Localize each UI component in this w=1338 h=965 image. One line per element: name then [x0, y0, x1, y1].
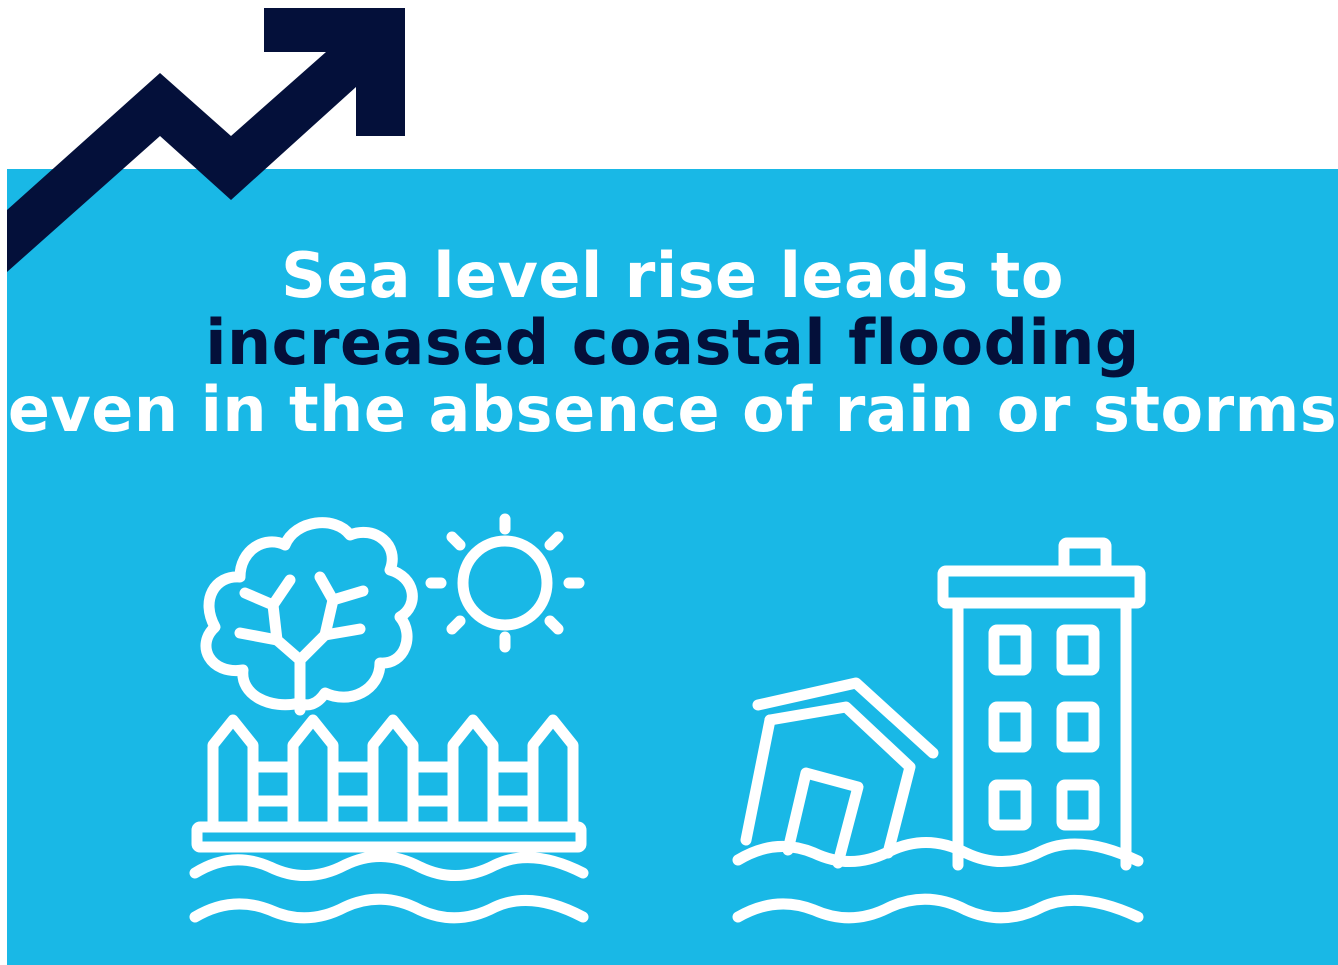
headline: Sea level rise leads to increased coasta…	[7, 239, 1338, 446]
headline-line-3: even in the absence of rain or storms	[7, 372, 1338, 446]
tree-icon	[200, 517, 418, 716]
waves-icon	[732, 837, 1144, 924]
fence-icon	[191, 714, 587, 853]
house-building-flood-icon	[728, 535, 1153, 935]
building-icon	[937, 537, 1146, 871]
headline-line-2: increased coastal flooding	[205, 305, 1140, 379]
tree-fence-sun-flood-icon	[185, 505, 605, 935]
headline-line-1: Sea level rise leads to	[281, 239, 1064, 312]
house-icon	[740, 677, 939, 869]
waves-icon	[189, 851, 589, 924]
trend-up-arrow-icon	[7, 8, 405, 272]
sun-icon	[425, 513, 585, 653]
